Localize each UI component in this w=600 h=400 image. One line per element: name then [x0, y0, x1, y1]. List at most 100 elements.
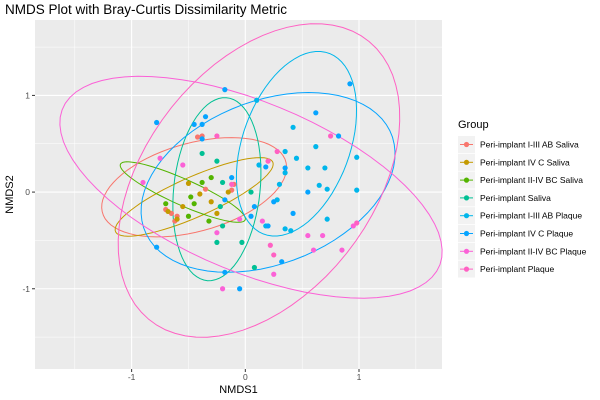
data-point	[248, 189, 254, 195]
minor-gridlines	[35, 20, 442, 369]
data-point	[163, 201, 169, 207]
legend-item: Peri-implant I-III AB Saliva	[458, 136, 579, 153]
data-point	[229, 174, 235, 181]
legend-item: Peri-implant IV C Plaque	[458, 225, 573, 242]
legend-label: Peri-implant I-III AB Plaque	[480, 211, 582, 221]
legend-key-point	[463, 213, 470, 219]
data-point	[327, 133, 334, 139]
data-point	[305, 165, 311, 171]
data-point	[157, 155, 163, 161]
data-point	[282, 165, 288, 171]
data-point	[199, 150, 205, 157]
data-point	[199, 179, 205, 186]
data-point	[214, 239, 220, 245]
x-tick-label: -1	[128, 372, 136, 382]
data-point	[199, 136, 205, 142]
data-point	[290, 210, 296, 216]
data-point	[154, 244, 160, 250]
legend-label: Peri-implant II-IV BC Plaque	[480, 246, 587, 256]
data-point	[208, 199, 214, 205]
legend-key-point	[463, 159, 470, 165]
data-point	[322, 165, 328, 171]
y-tick-label: -1	[22, 284, 30, 294]
data-point	[259, 218, 265, 224]
chart-title: NMDS Plot with Bray-Curtis Dissimilarity…	[5, 2, 287, 17]
y-tick-label: 1	[25, 90, 30, 100]
ellipse	[235, 51, 358, 237]
legend-item: Peri-implant II-IV BC Plaque	[458, 242, 587, 260]
data-point	[265, 158, 271, 164]
data-point	[197, 191, 203, 197]
data-point	[174, 216, 180, 222]
data-point	[354, 187, 360, 193]
x-axis-ticks: -1 0 1	[128, 369, 362, 382]
data-point	[347, 81, 353, 87]
legend-label: Peri-implant Plaque	[480, 264, 554, 274]
data-point	[313, 110, 319, 116]
data-point	[274, 148, 280, 155]
legend-item: Peri-implant Saliva	[458, 189, 551, 207]
legend-key-point	[463, 230, 470, 237]
ellipse	[140, 91, 396, 273]
legend-item: Peri-implant II-IV BC Saliva	[458, 171, 583, 189]
data-point	[310, 247, 317, 253]
data-point	[202, 186, 209, 192]
data-point	[290, 124, 296, 130]
x-tick-label: 1	[357, 372, 362, 382]
data-point	[219, 223, 226, 229]
ellipse	[117, 23, 401, 338]
legend-label: Peri-implant II-IV BC Saliva	[480, 175, 583, 185]
data-point	[219, 286, 226, 292]
data-point	[222, 269, 228, 275]
points-layer	[140, 81, 360, 292]
data-point	[282, 226, 288, 232]
plot-panel	[35, 20, 442, 369]
data-point	[313, 144, 319, 150]
data-point	[256, 162, 262, 168]
data-point	[339, 247, 345, 253]
data-point	[214, 133, 220, 139]
y-tick-label: 0	[25, 187, 30, 197]
data-point	[316, 182, 322, 188]
data-point	[267, 242, 273, 248]
data-point	[271, 252, 277, 258]
data-point	[165, 208, 171, 215]
data-point	[185, 213, 192, 219]
ellipse	[172, 97, 262, 282]
data-point	[239, 239, 245, 245]
legend-label: Peri-implant IV C Saliva	[480, 157, 570, 167]
data-point	[248, 213, 254, 219]
data-point	[282, 170, 288, 176]
data-point	[206, 218, 212, 224]
data-point	[305, 232, 311, 239]
legend-key-point	[463, 177, 470, 183]
data-point	[219, 179, 226, 186]
y-axis-title: NMDS2	[4, 175, 16, 214]
data-point	[265, 223, 271, 229]
data-point	[282, 148, 288, 155]
data-point	[271, 199, 277, 205]
data-point	[305, 189, 311, 195]
data-point	[225, 189, 231, 195]
data-point	[202, 114, 209, 120]
data-point	[214, 230, 220, 236]
data-point	[254, 97, 260, 103]
legend-key-point	[463, 266, 470, 272]
legend-item: Peri-implant IV C Saliva	[458, 153, 570, 171]
data-point	[251, 264, 258, 271]
data-point	[354, 220, 360, 226]
data-point	[229, 181, 235, 187]
data-point	[214, 210, 220, 216]
data-point	[185, 180, 192, 186]
data-point	[188, 194, 194, 200]
data-point	[350, 223, 356, 229]
data-point	[263, 164, 269, 170]
major-gridlines	[35, 20, 442, 369]
legend-item: Peri-implant I-III AB Plaque	[458, 207, 582, 225]
legend: Group Peri-implant I-III AB Saliva Peri-i…	[458, 119, 587, 278]
legend-title: Group	[458, 119, 489, 131]
data-point	[180, 162, 186, 168]
data-point	[208, 174, 214, 181]
x-axis-title: NMDS1	[219, 384, 258, 396]
